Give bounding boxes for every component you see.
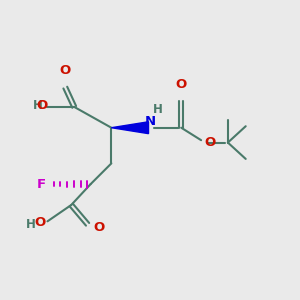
Polygon shape: [111, 122, 148, 134]
Text: O: O: [36, 99, 47, 112]
Text: O: O: [176, 78, 187, 91]
Text: F: F: [36, 178, 45, 191]
Text: O: O: [204, 136, 215, 149]
Text: N: N: [145, 115, 156, 128]
Text: O: O: [60, 64, 71, 77]
Text: H: H: [26, 218, 36, 231]
Text: O: O: [94, 221, 105, 234]
Text: H: H: [33, 99, 43, 112]
Text: H: H: [153, 103, 163, 116]
Text: O: O: [35, 216, 46, 229]
